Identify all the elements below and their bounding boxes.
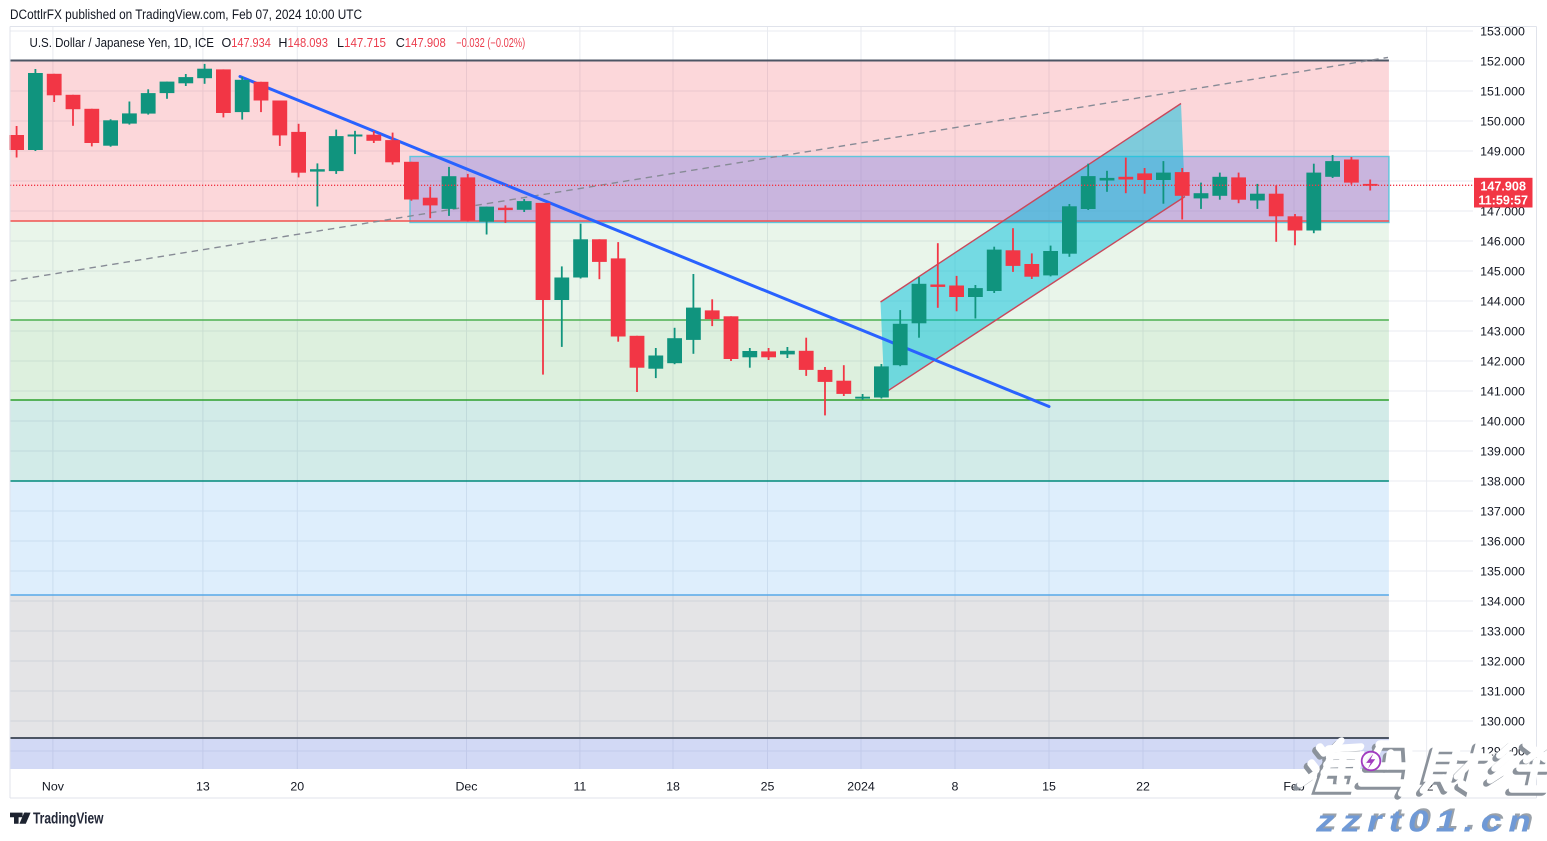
svg-text:13: 13 [196,780,210,794]
svg-text:133.000: 133.000 [1480,624,1525,638]
svg-text:143.000: 143.000 [1480,324,1525,338]
svg-text:DCottlrFX published on Trading: DCottlrFX published on TradingView.com, … [10,7,362,22]
svg-text:zzrt01.cn: zzrt01.cn [1317,802,1540,837]
svg-text:Nov: Nov [42,780,65,794]
svg-text:135.000: 135.000 [1480,564,1525,578]
svg-text:138.000: 138.000 [1480,474,1525,488]
svg-text:zzrt01.cn: zzrt01.cn [1315,804,1538,837]
svg-text:149.000: 149.000 [1480,144,1525,158]
svg-text:8: 8 [952,780,959,794]
svg-text:152.000: 152.000 [1480,54,1525,68]
svg-text:TradingView: TradingView [33,811,104,828]
svg-text:151.000: 151.000 [1480,84,1525,98]
svg-text:20: 20 [290,780,304,794]
svg-text:147.000: 147.000 [1480,204,1525,218]
svg-text:140.000: 140.000 [1480,414,1525,428]
svg-text:144.000: 144.000 [1480,294,1525,308]
svg-text:2024: 2024 [847,780,875,794]
svg-text:11:59:57: 11:59:57 [1478,194,1528,208]
svg-text:130.000: 130.000 [1480,714,1525,728]
svg-text:134.000: 134.000 [1480,594,1525,608]
svg-text:136.000: 136.000 [1480,534,1525,548]
svg-text:Dec: Dec [455,780,477,794]
svg-text:131.000: 131.000 [1480,684,1525,698]
svg-text:15: 15 [1042,780,1056,794]
svg-text:11: 11 [573,780,586,794]
svg-text:132.000: 132.000 [1480,654,1525,668]
svg-text:22: 22 [1136,780,1150,794]
svg-text:145.000: 145.000 [1480,264,1525,278]
svg-text:150.000: 150.000 [1480,114,1525,128]
svg-text:18: 18 [666,780,680,794]
svg-text:142.000: 142.000 [1480,354,1525,368]
svg-text:146.000: 146.000 [1480,234,1525,248]
svg-text:147.908: 147.908 [1480,180,1526,194]
svg-text:25: 25 [761,780,775,794]
svg-text:137.000: 137.000 [1480,504,1525,518]
svg-text:U.S. Dollar / Japanese Yen, 1D: U.S. Dollar / Japanese Yen, 1D, ICE O147.… [30,36,526,50]
svg-text:139.000: 139.000 [1480,444,1525,458]
svg-text:141.000: 141.000 [1480,384,1525,398]
svg-text:153.000: 153.000 [1480,24,1525,38]
